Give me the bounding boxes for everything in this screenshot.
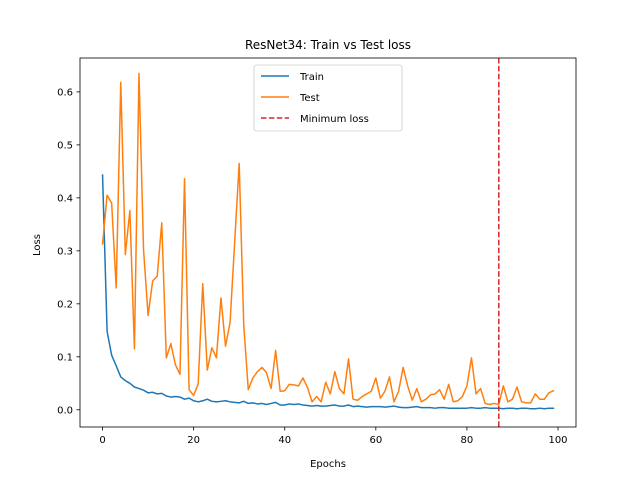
axis-ticks: 0 20 40 60 80 100 0.0 0.1 0.2 0.3 0.4 0.5 0.6 [57, 88, 567, 446]
legend-label: Test [299, 93, 320, 104]
y-tick-label: 0.4 [57, 193, 73, 204]
y-tick-label: 0.0 [57, 405, 73, 416]
x-tick-label: 0 [99, 435, 105, 446]
y-tick-label: 0.5 [57, 140, 73, 151]
legend: Train Test Minimum loss [253, 64, 403, 132]
y-tick-label: 0.2 [57, 299, 73, 310]
x-tick-label: 100 [548, 435, 567, 446]
legend-box [253, 64, 403, 132]
series-line-train [101, 174, 555, 410]
y-tick-label: 0.6 [57, 88, 73, 99]
series-line-test [101, 72, 555, 406]
y-tick-label: 0.3 [57, 246, 73, 257]
x-tick-label: 80 [461, 435, 474, 446]
plot-area [101, 58, 555, 427]
legend-label: Minimum loss [300, 114, 369, 125]
x-tick-label: 20 [187, 435, 200, 446]
series-group [101, 58, 555, 427]
legend-label: Train [299, 72, 324, 83]
x-tick-label: 60 [369, 435, 382, 446]
y-tick-label: 0.1 [57, 352, 73, 363]
y-axis-label: Loss [32, 234, 43, 256]
x-tick-label: 40 [278, 435, 291, 446]
x-axis-label: Epochs [310, 459, 346, 470]
chart-title: ResNet34: Train vs Test loss [245, 38, 411, 52]
axes-frame [79, 57, 577, 428]
